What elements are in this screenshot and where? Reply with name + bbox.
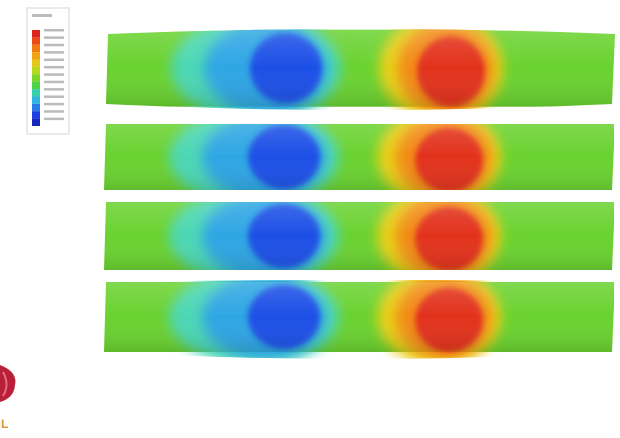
legend-label: [44, 59, 64, 62]
legend-label: [44, 81, 64, 84]
legend-swatch: [32, 30, 40, 37]
legend-swatch: [32, 52, 40, 59]
legend-label: [44, 36, 64, 39]
ring-2: [104, 109, 614, 205]
legend-swatch: [32, 89, 40, 96]
legend-swatch: [32, 82, 40, 89]
legend-swatch: [32, 60, 40, 67]
svg-text:L: L: [1, 417, 8, 431]
ring-4: [104, 269, 614, 365]
ring-3: [104, 188, 614, 284]
legend-swatch: [32, 119, 40, 126]
legend-swatch: [32, 111, 40, 118]
legend-swatch: [32, 45, 40, 52]
legend-swatch: [32, 37, 40, 44]
legend-title: [32, 14, 52, 17]
legend-label: [44, 66, 64, 69]
legend-swatch: [32, 104, 40, 111]
legend-label: [44, 103, 64, 106]
legend-label: [44, 118, 64, 121]
ring-1: [106, 15, 616, 121]
legend-label: [44, 51, 64, 54]
screenshot: L: [0, 0, 620, 438]
legend: [27, 8, 69, 134]
legend-label: [44, 95, 64, 98]
legend-swatch: [32, 74, 40, 81]
legend-label: [44, 73, 64, 76]
legend-swatch: [32, 67, 40, 74]
legend-label: [44, 44, 64, 47]
logo: L: [0, 365, 15, 431]
legend-swatch: [32, 96, 40, 103]
legend-label: [44, 29, 64, 32]
legend-label: [44, 110, 64, 113]
legend-label: [44, 88, 64, 91]
